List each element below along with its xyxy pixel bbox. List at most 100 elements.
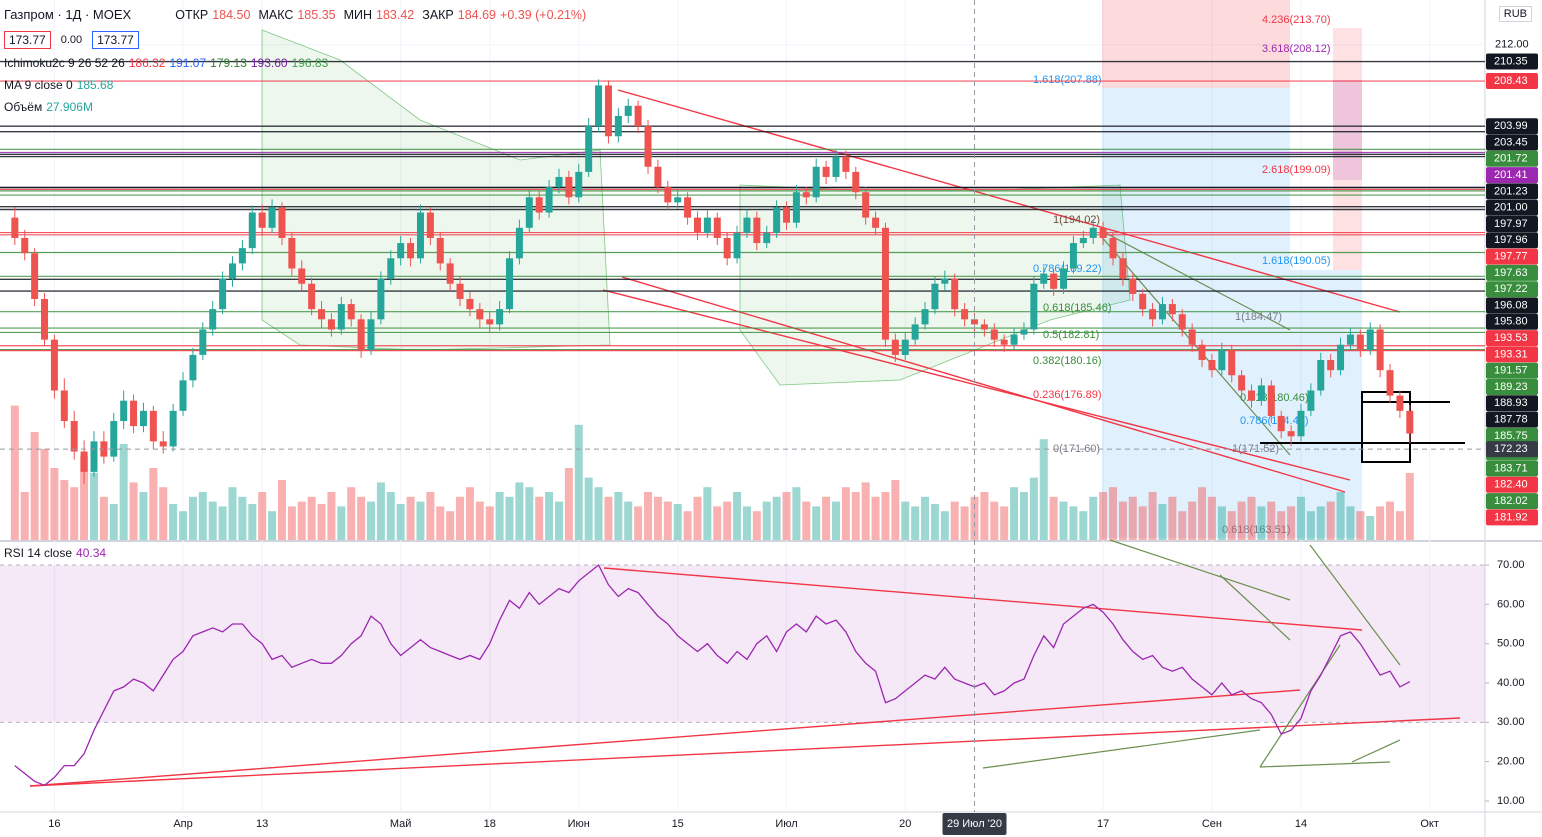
rsi-band xyxy=(0,565,1485,723)
ohlc-value: 184.50 xyxy=(212,7,251,22)
candle-body xyxy=(1337,344,1345,371)
buy-price[interactable]: 173.77 xyxy=(92,31,139,49)
candle-body xyxy=(1218,349,1226,371)
volume-bar xyxy=(367,501,376,540)
volume-bar xyxy=(50,468,59,540)
volume-bar xyxy=(1118,501,1127,540)
level-label: 201.23 xyxy=(1494,185,1528,197)
volume-bar xyxy=(20,492,29,540)
volume-bar xyxy=(376,482,385,540)
volume-bar xyxy=(891,480,900,540)
candle-body xyxy=(199,329,207,355)
candle-body xyxy=(258,212,266,228)
volume-bar xyxy=(446,511,455,540)
level-label: 197.63 xyxy=(1494,267,1528,279)
candle-body xyxy=(248,212,256,249)
volume-bar xyxy=(317,504,326,540)
sell-price[interactable]: 173.77 xyxy=(4,31,51,49)
volume-bar xyxy=(614,492,623,540)
candle-body xyxy=(1307,390,1315,411)
candle-body xyxy=(407,243,415,259)
volume-bar xyxy=(169,504,178,540)
candle-body xyxy=(1050,273,1058,289)
candle-body xyxy=(1149,309,1157,320)
indicator-value: 196.83 xyxy=(291,56,329,70)
level-label: 201.41 xyxy=(1494,169,1528,181)
level-label: 181.92 xyxy=(1494,511,1528,523)
indicator-name[interactable]: Объём xyxy=(4,100,43,114)
indicator-name[interactable]: Ichimoku2c 9 26 52 26 xyxy=(4,56,125,70)
candle-body xyxy=(486,319,494,325)
volume-bar xyxy=(396,504,405,540)
candle-body xyxy=(1228,349,1236,376)
rsi-name[interactable]: RSI 14 close xyxy=(4,546,73,560)
ohlc-key: ЗАКР xyxy=(422,7,454,22)
volume-bar xyxy=(970,496,979,540)
fib-label: 1.618(190.05) xyxy=(1262,255,1331,267)
candle-body xyxy=(1168,304,1176,315)
candle-body xyxy=(90,441,98,472)
candle-body xyxy=(1198,344,1206,360)
rsi-line xyxy=(14,563,1411,787)
volume-bar xyxy=(673,504,682,540)
candle-body xyxy=(268,207,276,228)
candle-body xyxy=(515,227,523,259)
volume-bar xyxy=(416,501,425,540)
candle-body xyxy=(674,197,682,203)
x-tick-label: 13 xyxy=(256,818,268,830)
candle-body xyxy=(525,197,533,228)
candle-body xyxy=(21,237,29,254)
symbol[interactable]: Газпром · 1Д · MOEX xyxy=(4,7,132,22)
y-tick-label: 212.00 xyxy=(1495,39,1529,51)
volume-bar xyxy=(1217,506,1226,540)
y-tick-label: 70.00 xyxy=(1497,559,1525,571)
x-tick-label: Апр xyxy=(173,818,192,830)
candle-body xyxy=(1079,237,1087,244)
indicator-row: Ichimoku2c 9 26 52 26 186.32 191.07 179.13 1… xyxy=(4,56,328,70)
volume-bar xyxy=(733,492,742,540)
candle-body xyxy=(139,410,147,427)
volume-bar xyxy=(119,444,128,540)
candle-body xyxy=(971,319,979,325)
candle-body xyxy=(941,278,949,284)
candle-body xyxy=(238,248,246,264)
level-label-bg xyxy=(1486,330,1538,347)
currency[interactable]: RUB xyxy=(1498,6,1532,22)
volume-bar xyxy=(1356,511,1365,540)
candle-body xyxy=(1386,370,1394,396)
volume-bar xyxy=(564,468,573,540)
level-label: 201.72 xyxy=(1494,153,1528,165)
volume-bar xyxy=(1138,506,1147,540)
level-label: 197.22 xyxy=(1494,283,1528,295)
volume-bar xyxy=(109,504,118,540)
level-label: 203.45 xyxy=(1494,136,1528,148)
level-label: 196.08 xyxy=(1494,299,1528,311)
volume-bar xyxy=(653,496,662,540)
level-label-bg xyxy=(1486,248,1538,265)
level-label-bg xyxy=(1486,297,1538,314)
candle-body xyxy=(644,126,652,167)
volume-bar xyxy=(930,504,939,540)
volume-bar xyxy=(921,496,930,540)
volume-bar xyxy=(515,482,524,540)
fib-label: 0.786(189.22) xyxy=(1033,263,1102,275)
indicator-name[interactable]: MA 9 close 0 xyxy=(4,78,73,92)
candle-body xyxy=(130,400,138,427)
fib-label: 0.786(174.46) xyxy=(1240,415,1309,427)
x-tick-label: 17 xyxy=(1097,818,1109,830)
volume-bar xyxy=(10,405,19,540)
change: +0.39 (+0.21%) xyxy=(500,7,587,22)
level-label-bg xyxy=(1486,493,1538,510)
candle-body xyxy=(278,207,286,238)
level-label-bg xyxy=(1486,199,1538,216)
level-label: 191.57 xyxy=(1494,365,1528,377)
volume-bar xyxy=(485,506,494,540)
candle-body xyxy=(1366,329,1374,350)
volume-bar xyxy=(594,487,603,540)
x-tick-label: 20 xyxy=(899,818,911,830)
volume-bar xyxy=(574,424,583,540)
level-label: 193.53 xyxy=(1494,332,1528,344)
y-tick-label: 60.00 xyxy=(1497,598,1525,610)
candle-body xyxy=(189,354,197,381)
